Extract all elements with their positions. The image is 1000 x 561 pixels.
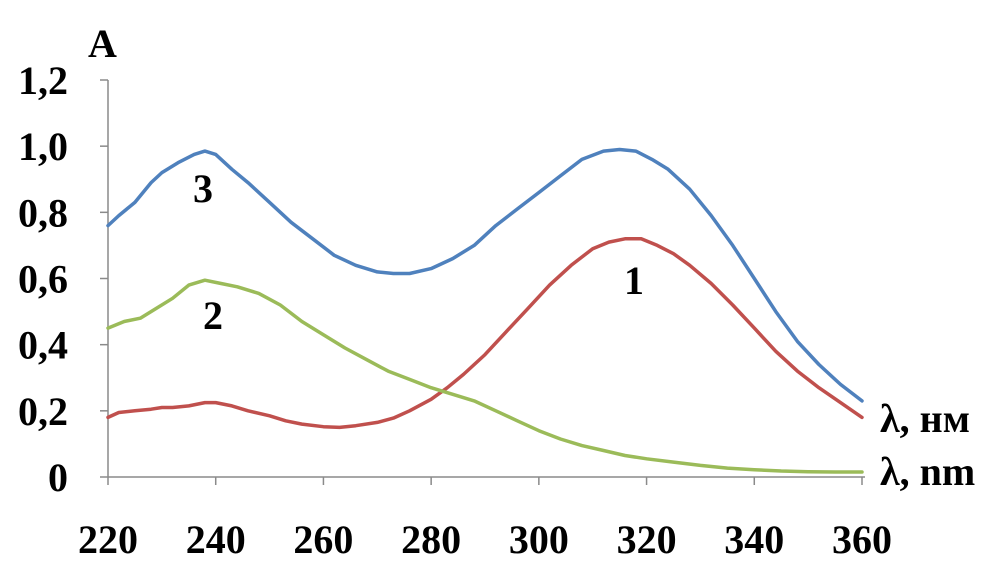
y-tick-label: 0 bbox=[48, 455, 68, 500]
x-tick-label: 300 bbox=[509, 517, 569, 561]
x-tick-label: 280 bbox=[401, 517, 461, 561]
x-tick-label: 260 bbox=[293, 517, 353, 561]
y-tick-label: 1,2 bbox=[18, 58, 68, 103]
x-tick-label: 320 bbox=[617, 517, 677, 561]
spectra-series bbox=[106, 147, 864, 474]
y-tick-label: 0,8 bbox=[18, 190, 68, 235]
x-tick-label: 360 bbox=[832, 517, 892, 561]
axis-tick-labels: 0 0,2 0,4 0,6 0,8 1,0 1,2 220 240 260 280 300 320 340… bbox=[18, 58, 892, 561]
y-tick-label: 0,4 bbox=[18, 323, 68, 368]
series-line-1 bbox=[106, 237, 864, 430]
chart-axes bbox=[107, 80, 865, 478]
x-tick-label: 340 bbox=[724, 517, 784, 561]
axis-ticks bbox=[100, 79, 863, 485]
x-axis-title-en: λ, nm bbox=[880, 449, 975, 494]
x-tick-label: 240 bbox=[186, 517, 246, 561]
y-tick-label: 0,2 bbox=[18, 389, 68, 434]
y-axis-title: A bbox=[88, 21, 117, 66]
x-axis-title-ru: λ, нм bbox=[880, 396, 970, 441]
curve-label-2: 2 bbox=[203, 293, 223, 338]
x-tick-label: 220 bbox=[78, 517, 138, 561]
curve-label-1: 1 bbox=[624, 258, 644, 303]
curve-label-3: 3 bbox=[193, 166, 213, 211]
y-tick-label: 1,0 bbox=[18, 124, 68, 169]
series-line-2 bbox=[106, 278, 864, 474]
series-line-3 bbox=[106, 147, 864, 403]
y-tick-label: 0,6 bbox=[18, 257, 68, 302]
